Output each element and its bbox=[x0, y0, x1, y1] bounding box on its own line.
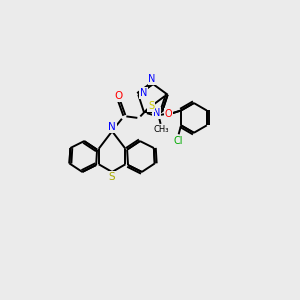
Text: S: S bbox=[148, 101, 154, 111]
Text: N: N bbox=[140, 88, 147, 98]
Text: N: N bbox=[153, 108, 160, 118]
Text: CH₃: CH₃ bbox=[154, 125, 169, 134]
Text: S: S bbox=[109, 172, 116, 182]
Text: N: N bbox=[148, 74, 156, 84]
Text: O: O bbox=[114, 92, 122, 101]
Text: N: N bbox=[108, 122, 116, 132]
Text: O: O bbox=[165, 109, 172, 119]
Text: Cl: Cl bbox=[173, 136, 183, 146]
